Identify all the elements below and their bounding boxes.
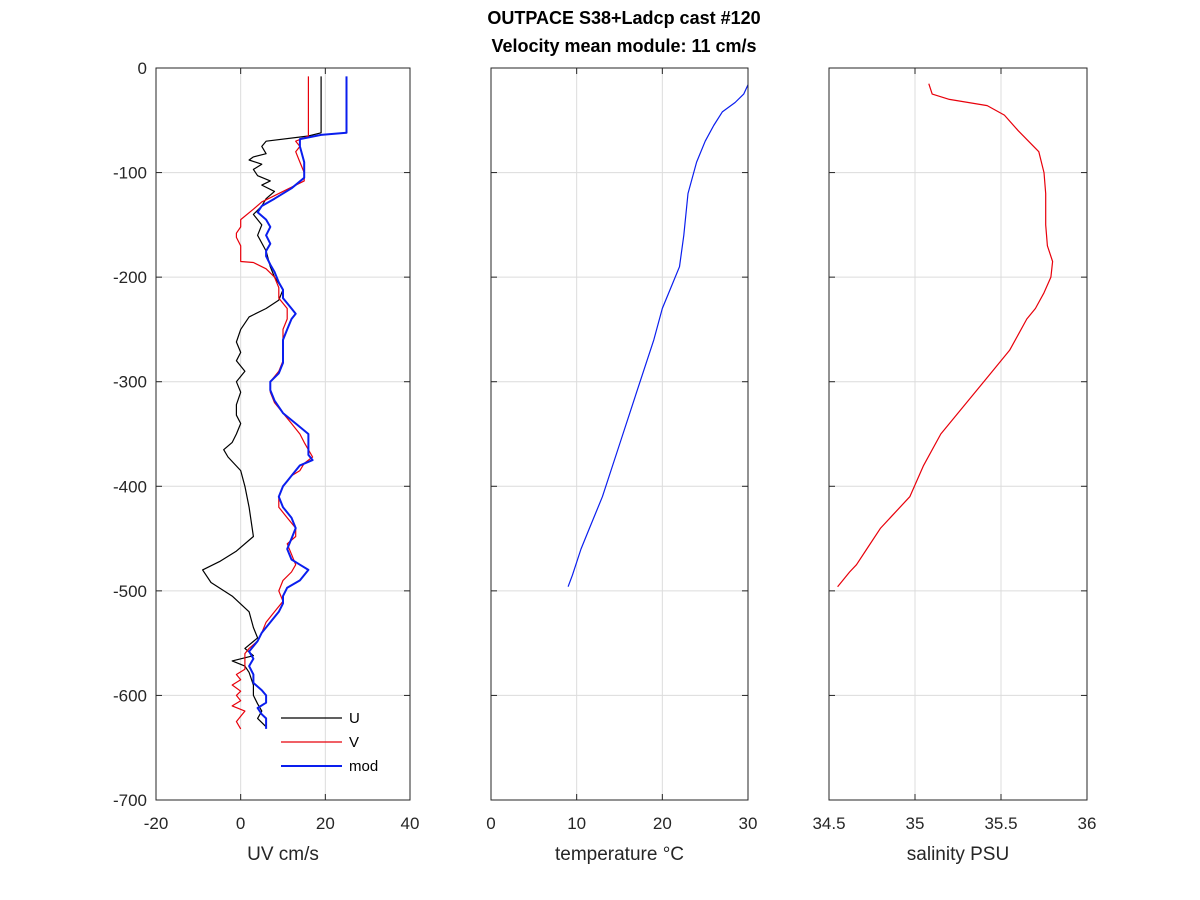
y-tick-label: -200 (113, 268, 147, 287)
series-line-u (202, 76, 322, 728)
x-tick-label: 34.5 (812, 814, 845, 833)
x-tick-label: 10 (567, 814, 586, 833)
x-tick-label: -20 (144, 814, 169, 833)
x-tick-label: 0 (236, 814, 245, 833)
x-tick-label: 35 (906, 814, 925, 833)
series-line (837, 83, 1054, 588)
chart-subtitle: Velocity mean module: 11 cm/s (491, 36, 756, 56)
x-tick-label: 0 (486, 814, 495, 833)
x-tick-label: 30 (739, 814, 758, 833)
y-tick-label: -300 (113, 373, 147, 392)
panel-3: 34.5 35 35.5 36 salinity PSU (812, 67, 1097, 865)
legend-label: U (349, 710, 360, 727)
x-tick-label: 35.5 (984, 814, 1017, 833)
chart-title: OUTPACE S38+Ladcp cast #120 (487, 8, 760, 28)
axes-box (490, 67, 749, 801)
y-tick-label: -100 (113, 164, 147, 183)
panels: -20 0 20 400-100-200-300-400-500-600-700UV … (113, 59, 1096, 865)
panel-1: -20 0 20 400-100-200-300-400-500-600-700UV … (113, 59, 419, 865)
axes-box (828, 67, 1088, 801)
panel-2: 0 10 20 30 temperature °C (486, 67, 758, 865)
axes-box (155, 67, 411, 801)
y-tick-label: -500 (113, 582, 147, 601)
y-tick-label: -600 (113, 686, 147, 705)
series-line (567, 84, 749, 587)
x-axis-label: salinity PSU (907, 844, 1009, 865)
y-tick-label: 0 (138, 59, 147, 78)
legend-label: V (349, 734, 359, 751)
series-line-mod (248, 76, 348, 729)
x-axis-label: UV cm/s (247, 844, 319, 865)
y-tick-label: -700 (113, 791, 147, 810)
legend-label: mod (349, 758, 378, 775)
y-tick-label: -400 (113, 477, 147, 496)
x-tick-label: 20 (653, 814, 672, 833)
x-tick-label: 20 (316, 814, 335, 833)
x-tick-label: 36 (1078, 814, 1097, 833)
x-tick-label: 40 (401, 814, 420, 833)
x-axis-label: temperature °C (555, 844, 684, 865)
